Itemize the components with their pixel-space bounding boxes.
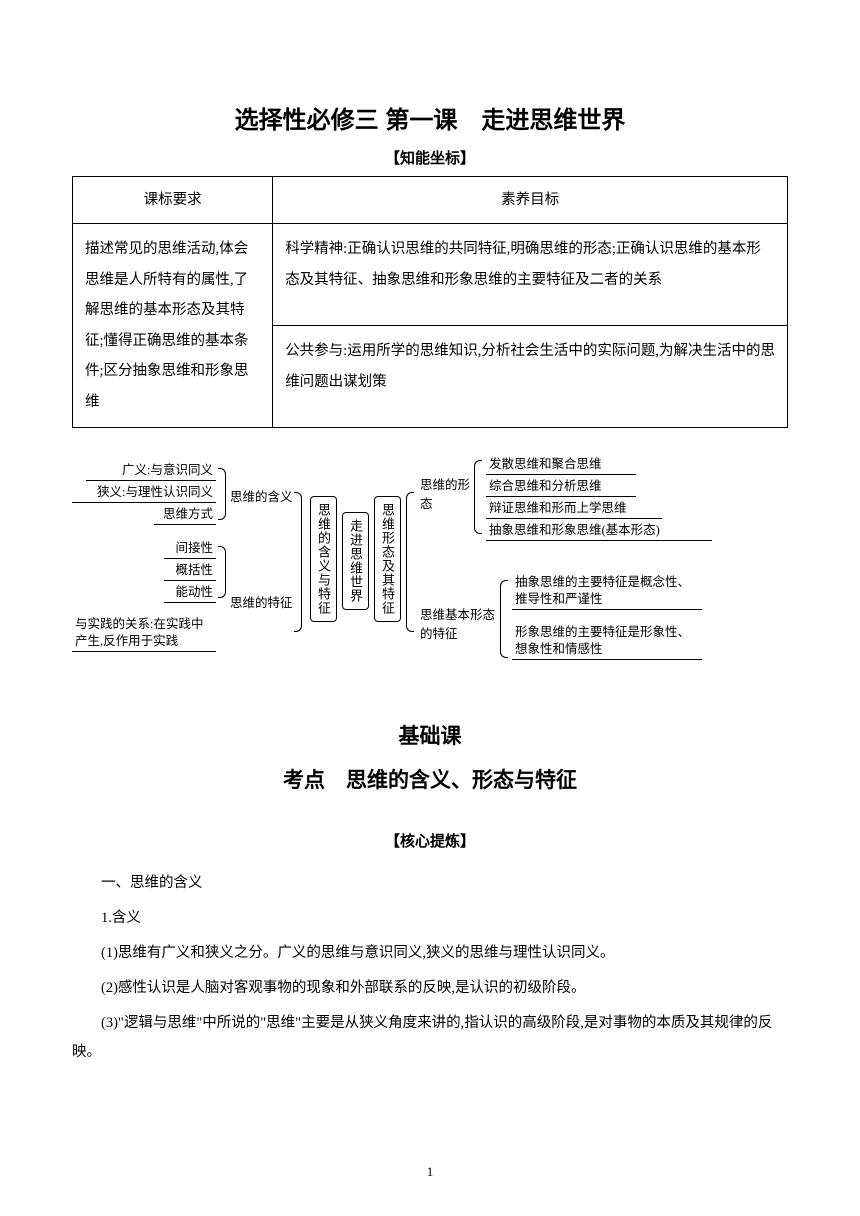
diagram-node: 狭义:与理性认识同义 [72, 484, 216, 503]
requirements-table: 课标要求 素养目标 描述常见的思维活动,体会思维是人所特有的属性,了解思维的基本… [72, 176, 788, 428]
section-heading: 基础课 [72, 720, 788, 750]
diagram-node: 广义:与意识同义 [86, 462, 216, 481]
paragraph: (2)感性认识是人脑对客观事物的现象和外部联系的反映,是认识的初级阶段。 [72, 974, 788, 1003]
brace [406, 492, 414, 632]
diagram-node: 间接性 [164, 540, 216, 559]
brace [500, 580, 508, 658]
diagram-node: 综合思维和分析思维 [486, 478, 636, 497]
diagram-label: 思维的特征 [230, 592, 293, 611]
paragraph: (3)"逻辑与思维"中所说的"思维"主要是从狭义角度来讲的,指认识的高级阶段,是… [72, 1009, 788, 1067]
section-heading: 考点 思维的含义、形态与特征 [72, 764, 788, 794]
table-header: 课标要求 [73, 177, 273, 224]
paragraph: 1.含义 [72, 904, 788, 933]
diagram-node: 思维方式 [154, 506, 216, 525]
diagram-center-box: 思维的含义与特征 [310, 496, 337, 622]
paragraph: 一、思维的含义 [72, 869, 788, 898]
section-subtitle: 【知能坐标】 [72, 147, 788, 168]
diagram-node: 与实践的关系:在实践中产生,反作用于实践 [72, 616, 216, 652]
diagram-center-box: 走进思维世界 [342, 512, 369, 610]
diagram-node: 形象思维的主要特征是形象性、想象性和情感性 [512, 624, 702, 660]
brace [218, 468, 226, 520]
diagram-node: 抽象思维的主要特征是概念性、推导性和严谨性 [512, 574, 702, 610]
paragraph: (1)思维有广义和狭义之分。广义的思维与意识同义,狭义的思维与理性认识同义。 [72, 939, 788, 968]
concept-diagram: 广义:与意识同义 狭义:与理性认识同义 思维方式 思维的含义 间接性 概括性 能… [72, 456, 788, 696]
brace [218, 546, 226, 598]
diagram-node: 抽象思维和形象思维(基本形态) [486, 522, 712, 541]
diagram-center-box: 思维形态及其特征 [374, 496, 401, 622]
body-text: 一、思维的含义 1.含义 (1)思维有广义和狭义之分。广义的思维与意识同义,狭义… [72, 869, 788, 1067]
diagram-node: 发散思维和聚合思维 [486, 456, 636, 475]
diagram-label: 思维的形态 [420, 474, 472, 512]
diagram-label: 思维基本形态的特征 [420, 604, 500, 642]
page-title: 选择性必修三 第一课 走进思维世界 [72, 100, 788, 135]
page-number: 1 [0, 1164, 860, 1180]
table-cell: 科学精神:正确认识思维的共同特征,明确思维的形态;正确认识思维的基本形态及其特征… [273, 224, 788, 326]
diagram-node: 能动性 [164, 584, 216, 603]
section-heading: 【核心提炼】 [72, 830, 788, 851]
table-cell: 描述常见的思维活动,体会思维是人所特有的属性,了解思维的基本形态及其特征;懂得正… [73, 224, 273, 428]
brace [294, 492, 302, 632]
table-header: 素养目标 [273, 177, 788, 224]
brace [474, 460, 482, 534]
table-cell: 公共参与:运用所学的思维知识,分析社会生活中的实际问题,为解决生活中的思维问题出… [273, 326, 788, 428]
diagram-label: 思维的含义 [230, 486, 293, 505]
diagram-node: 辩证思维和形而上学思维 [486, 500, 662, 519]
diagram-node: 概括性 [164, 562, 216, 581]
